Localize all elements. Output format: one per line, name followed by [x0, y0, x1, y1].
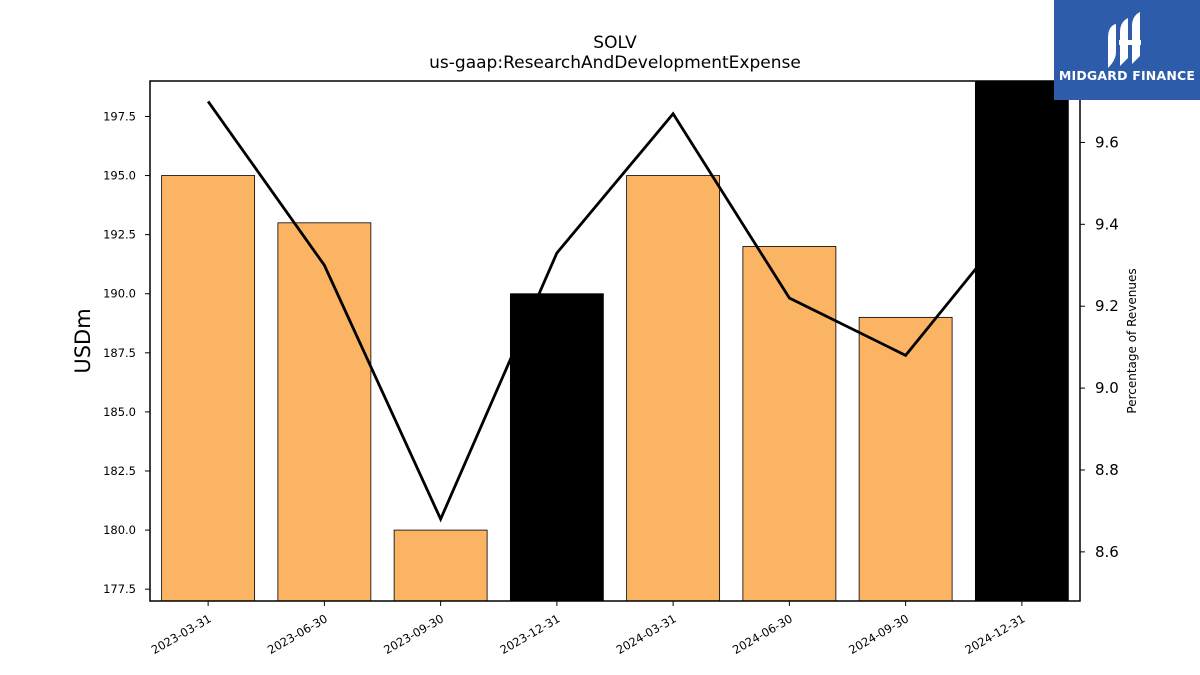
- y2-tick-label: 8.6: [1095, 543, 1119, 561]
- y2-tick-label: 9.4: [1095, 215, 1119, 233]
- y-tick-label: 182.5: [103, 464, 136, 478]
- y-tick-label: 177.5: [103, 582, 136, 596]
- chart-subtitle: us-gaap:ResearchAndDevelopmentExpense: [429, 53, 801, 73]
- bar: [626, 175, 721, 602]
- bar: [742, 246, 837, 602]
- bar: [393, 529, 488, 602]
- y2-tick-label: 9.6: [1095, 133, 1119, 151]
- chart-title: SOLV: [593, 33, 637, 53]
- x-tick-label: 2023-12-31: [497, 611, 562, 657]
- plot-frame: [149, 80, 1081, 602]
- x-tick-label: 2023-06-30: [265, 611, 330, 657]
- x-tick-label: 2024-09-30: [846, 611, 911, 657]
- y2-tick-label: 9.2: [1095, 297, 1119, 315]
- y-tick-label: 185.0: [103, 405, 136, 419]
- logo-text: MIDGARD FINANCE: [1058, 68, 1196, 83]
- bar: [509, 293, 604, 602]
- bar: [161, 175, 256, 602]
- y-tick-label: 192.5: [103, 228, 136, 242]
- x-tick-label: 2023-03-31: [149, 611, 214, 657]
- midgard-finance-logo: MIDGARD FINANCE: [1054, 0, 1200, 100]
- x-tick-label: 2024-12-31: [962, 611, 1027, 657]
- y2-tick-label: 8.8: [1095, 461, 1119, 479]
- y-tick-label: 195.0: [103, 169, 136, 183]
- bar: [277, 222, 372, 602]
- y-axis-label: USDm: [71, 308, 95, 373]
- y2-tick-label: 9.0: [1095, 379, 1119, 397]
- x-tick-label: 2024-03-31: [614, 611, 679, 657]
- y-axis: 177.5 180.0 182.5 185.0 187.5 190.0 192.5 195.0…: [103, 109, 150, 596]
- x-tick-label: 2024-06-30: [730, 611, 795, 657]
- line-series: [206, 100, 1023, 523]
- y-tick-label: 187.5: [103, 346, 136, 360]
- y-tick-label: 197.5: [103, 109, 136, 123]
- x-tick-label: 2023-09-30: [381, 611, 446, 657]
- y-tick-label: 190.0: [103, 287, 136, 301]
- bar-series: [161, 80, 1069, 602]
- bar: [974, 80, 1069, 602]
- logo-mark-icon: [1108, 12, 1141, 68]
- y2-axis: 8.6 8.8 9.0 9.2 9.4 9.6: [1080, 133, 1119, 561]
- bar: [858, 316, 953, 602]
- x-axis: 2023-03-31 2023-06-30 2023-09-30 2023-12-31…: [149, 601, 1027, 657]
- y2-axis-label: Percentage of Revenues: [1125, 268, 1139, 413]
- y-tick-label: 180.0: [103, 523, 136, 537]
- line-path: [206, 100, 1023, 523]
